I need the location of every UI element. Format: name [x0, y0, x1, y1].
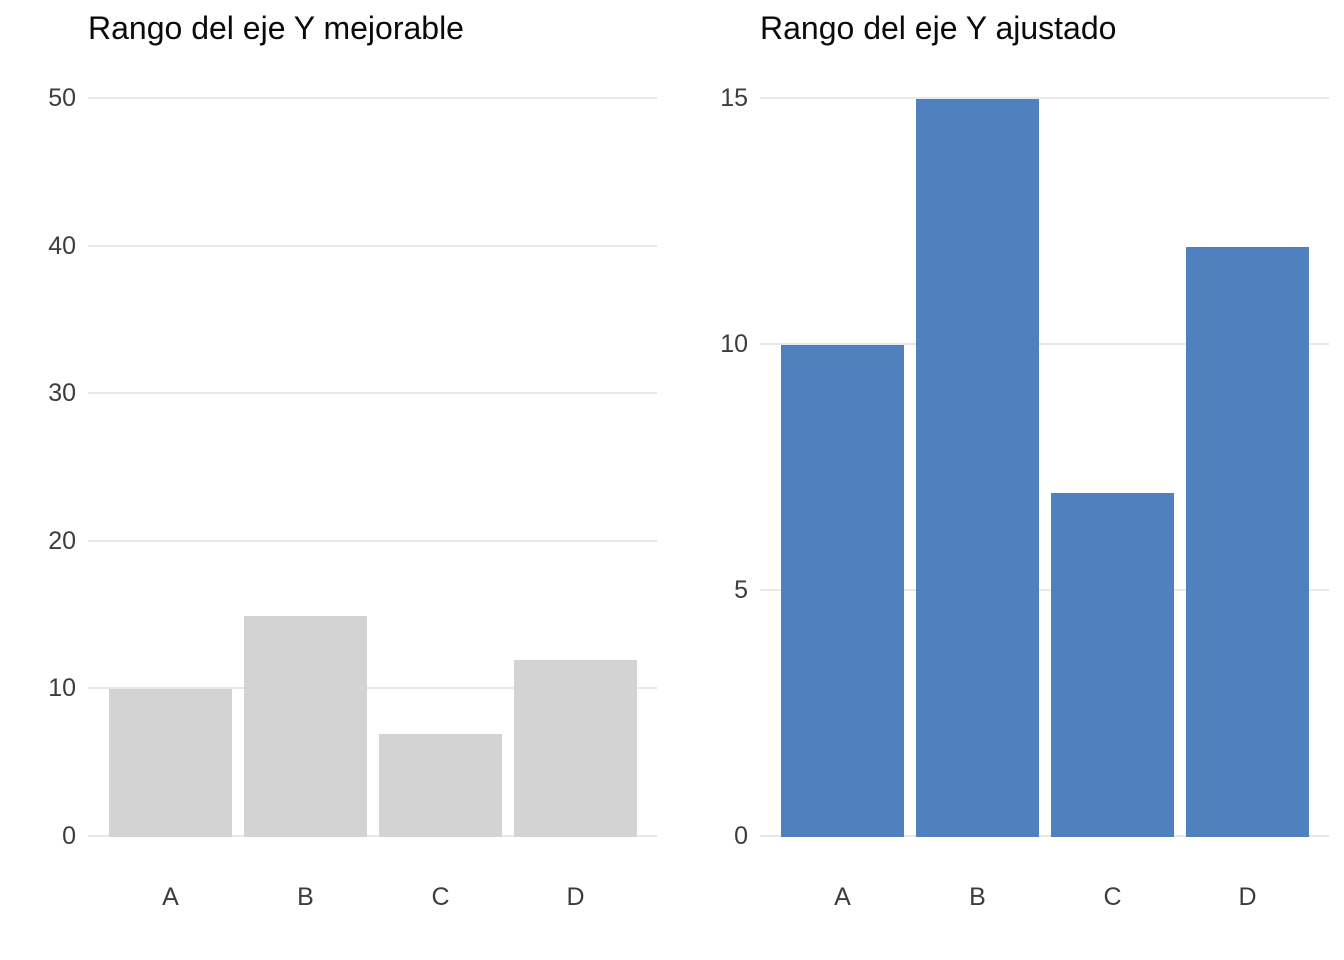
gridline	[88, 540, 657, 542]
x-tick-label-C: C	[1103, 883, 1122, 911]
bar-A	[781, 345, 904, 837]
y-tick-label: 5	[734, 576, 748, 604]
gridline	[760, 589, 1329, 591]
plot-area: 0 10 20 30 40 50 A B C D	[48, 84, 657, 911]
x-tick-label-A: A	[162, 883, 179, 911]
gridline	[88, 392, 657, 394]
gridline	[760, 835, 1329, 837]
y-tick-label: 0	[734, 822, 748, 850]
plot-area: 0 5 10 15 A B C D	[720, 84, 1329, 911]
y-tick-label: 10	[48, 674, 76, 702]
y-tick-label: 0	[62, 822, 76, 850]
gridline	[88, 245, 657, 247]
chart-y-range-mejorable: Rango del eje Y mejorable 0 10 20 30 40 50 A B C…	[48, 10, 657, 911]
chart-title: Rango del eje Y mejorable	[88, 10, 464, 46]
bar-B	[244, 616, 367, 837]
gridline	[88, 687, 657, 689]
y-tick-label: 40	[48, 232, 76, 260]
gridline	[88, 97, 657, 99]
gridline	[760, 97, 1329, 99]
bar-B	[916, 99, 1039, 837]
y-tick-label: 30	[48, 379, 76, 407]
x-tick-label-A: A	[834, 883, 851, 911]
bar-A	[109, 689, 232, 837]
x-tick-label-B: B	[969, 883, 986, 911]
x-tick-label-B: B	[297, 883, 314, 911]
x-tick-label-D: D	[1238, 883, 1257, 911]
gridline	[88, 835, 657, 837]
x-tick-label-D: D	[566, 883, 585, 911]
y-tick-label: 15	[720, 84, 748, 112]
chart-title: Rango del eje Y ajustado	[760, 10, 1117, 46]
chart-y-range-ajustado: Rango del eje Y ajustado 0 5 10 15 A B C D	[672, 0, 1344, 960]
y-tick-label: 10	[720, 330, 748, 358]
bar-C	[1051, 493, 1174, 837]
bar-C	[379, 734, 502, 837]
x-tick-label-C: C	[431, 883, 450, 911]
bar-D	[1186, 247, 1309, 837]
y-tick-label: 50	[48, 84, 76, 112]
gridline	[760, 343, 1329, 345]
y-tick-label: 20	[48, 527, 76, 555]
bar-D	[514, 660, 637, 837]
